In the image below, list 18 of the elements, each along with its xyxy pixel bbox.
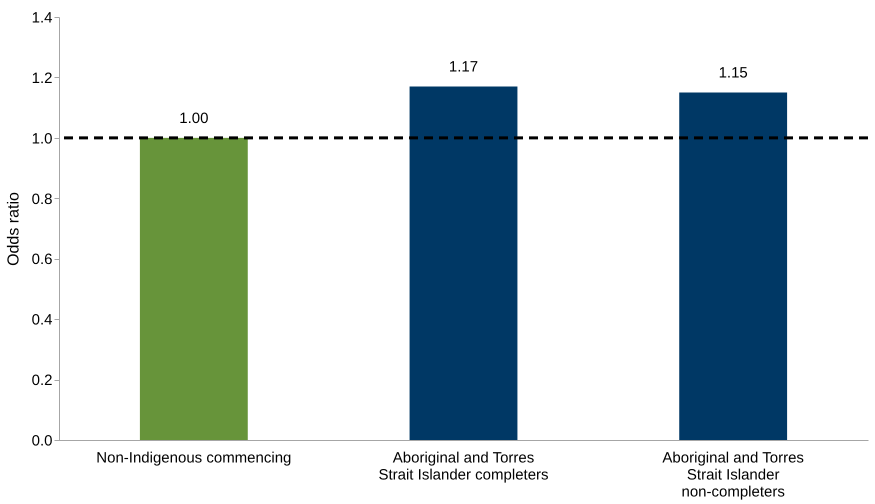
y-tick-label: 1.2 (32, 70, 52, 87)
y-tick-label: 1.4 (32, 10, 52, 26)
bar (140, 138, 248, 440)
y-tick-label: 0.4 (32, 312, 52, 329)
data-label: 1.15 (718, 64, 748, 82)
y-tick-label: 0.6 (32, 251, 52, 268)
x-tick-label: Aboriginal and Torres Strait Islander non-completers (662, 450, 804, 500)
x-tick-label: Non-Indigenous commencing (96, 450, 292, 466)
y-tick-label: 0.2 (32, 372, 52, 390)
data-label: 1.00 (179, 110, 208, 127)
y-tick-label: 0.8 (32, 190, 52, 208)
y-tick-label: 0.0 (32, 432, 52, 450)
y-tick-label: 1.0 (32, 130, 52, 148)
data-label: 1.17 (448, 58, 478, 76)
y-axis-title: Odds ratio (6, 192, 23, 266)
bar (679, 92, 788, 440)
x-tick-label: Aboriginal and Torres Strait Islander completers (378, 450, 549, 484)
bar (410, 86, 518, 440)
